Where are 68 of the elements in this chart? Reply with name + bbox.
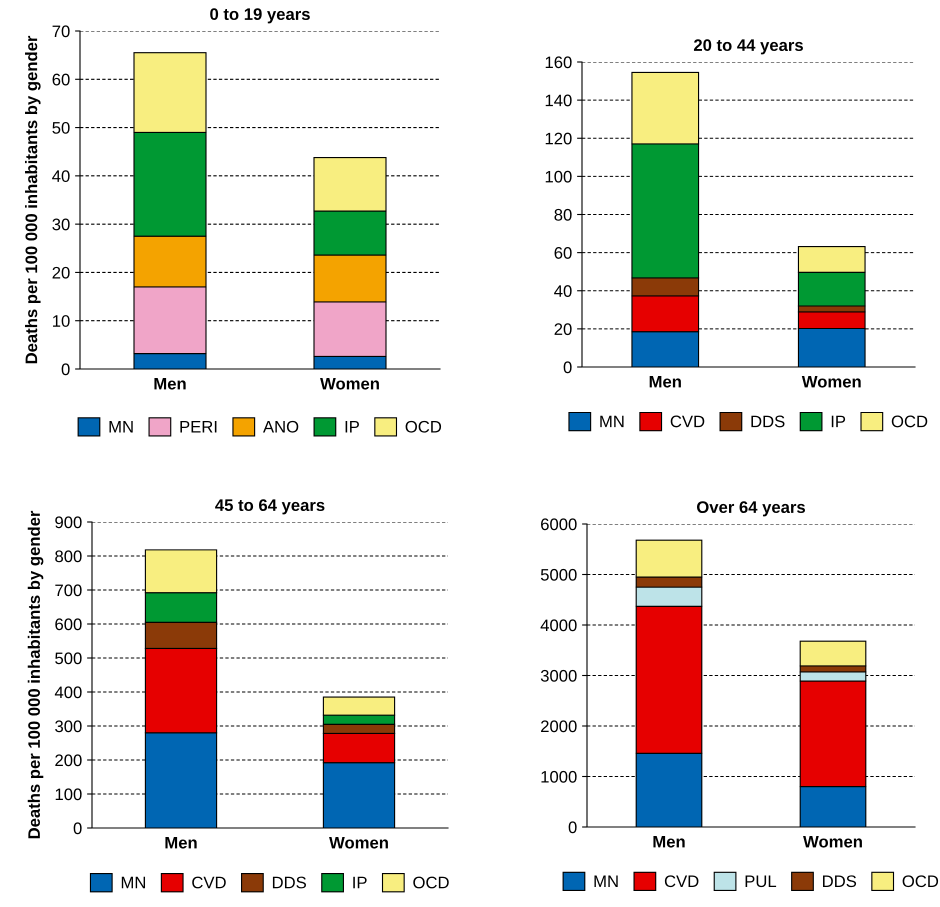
legend-label: PERI [180, 421, 216, 432]
y-tick-label: 40 [554, 285, 572, 297]
y-tick-label: 40 [52, 170, 70, 182]
y-tick-label: 100 [56, 788, 82, 800]
legend-label: MN [110, 421, 133, 432]
y-tick-label: 160 [546, 56, 572, 68]
legend-label: IP [832, 416, 846, 428]
y-tick-label: 30 [52, 218, 70, 230]
y-tick-label: 700 [55, 584, 82, 596]
y-tick-label: 10 [53, 315, 70, 327]
y-tick-label: 80 [554, 208, 572, 221]
y-axis-title: Deaths per 100 000 inhabitants by gender [25, 36, 41, 364]
legend-label: MN [122, 876, 146, 888]
legend-label: OCD [892, 416, 928, 428]
y-tick-label: 200 [55, 754, 82, 766]
y-tick-label: 120 [546, 132, 572, 144]
x-tick-label: Men [165, 836, 197, 849]
y-tick-label: 3000 [540, 670, 577, 682]
legend-label: MN [594, 876, 618, 887]
y-tick-label: 6000 [541, 518, 577, 530]
legend-label: MN [600, 416, 624, 428]
y-tick-label: 100 [546, 170, 572, 183]
x-tick-label: Men [650, 376, 681, 388]
legend-label: OCD [413, 876, 449, 888]
legend-label: PUL [746, 876, 776, 888]
x-tick-label: Men [653, 836, 685, 848]
legend-label: DDS [751, 416, 784, 428]
y-tick-label: 900 [55, 516, 82, 528]
x-tick-label: Women [329, 836, 388, 849]
y-tick-label: 20 [52, 266, 70, 279]
y-tick-label: 70 [52, 25, 70, 38]
y-axis-title: Deaths per 100 000 inhabitants by gender [28, 510, 44, 838]
y-tick-label: 400 [54, 686, 82, 698]
legend-label: ANO [262, 420, 298, 433]
legend-label: OCD [902, 875, 938, 888]
y-tick-label: 0 [568, 821, 577, 834]
chart-title: 45 to 64 years [215, 499, 324, 514]
y-tick-label: 0 [74, 822, 82, 834]
chart-title: Over 64 years [697, 501, 805, 516]
y-tick-label: 0 [62, 363, 70, 376]
legend-label: IP [346, 421, 359, 432]
y-tick-label: 50 [52, 122, 70, 134]
y-tick-label: 500 [55, 652, 82, 664]
y-tick-label: 1000 [541, 770, 577, 783]
y-tick-label: 20 [554, 323, 572, 336]
x-tick-label: Women [803, 836, 862, 848]
y-tick-label: 60 [52, 74, 70, 86]
chart-title: 20 to 44 years [694, 39, 803, 54]
legend-label: CVD [192, 876, 226, 888]
y-tick-label: 60 [554, 247, 572, 259]
legend-label: OCD [406, 420, 442, 433]
legend-label: IP [353, 876, 367, 888]
legend-label: CVD [670, 416, 704, 428]
y-tick-label: 140 [546, 94, 572, 106]
y-tick-label: 300 [55, 720, 82, 732]
y-tick-label: 0 [564, 361, 572, 374]
x-tick-label: Women [320, 378, 379, 390]
y-tick-label: 600 [55, 618, 82, 630]
chart-title: 0 to 19 years [210, 8, 310, 24]
legend-label: CVD [664, 875, 698, 888]
x-tick-label: Men [154, 378, 186, 390]
legend-label: DDS [272, 876, 306, 888]
legend-label: DDS [823, 875, 856, 888]
y-tick-label: 5000 [540, 568, 577, 581]
x-tick-label: Women [802, 376, 861, 388]
y-tick-label: 2000 [541, 720, 577, 732]
y-tick-label: 800 [55, 550, 82, 562]
y-tick-label: 4000 [540, 619, 577, 632]
